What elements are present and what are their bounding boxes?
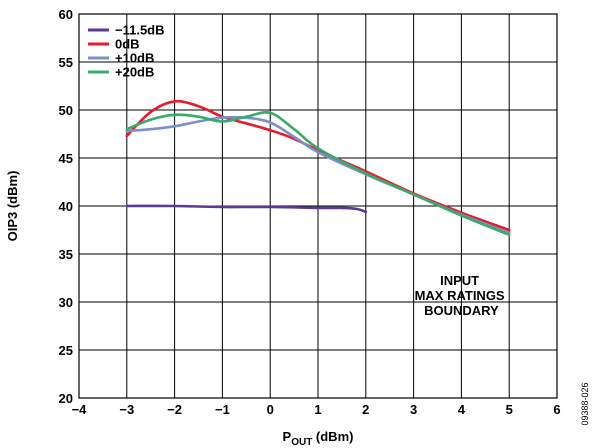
y-tick-label: 50 bbox=[59, 103, 73, 118]
x-tick-label: −2 bbox=[167, 402, 182, 417]
y-axis-title: OIP3 (dBm) bbox=[5, 171, 20, 242]
x-tick-label: −4 bbox=[72, 402, 88, 417]
x-tick-label: 5 bbox=[506, 402, 513, 417]
y-tick-label: 25 bbox=[59, 343, 73, 358]
plot-frame bbox=[78, 13, 558, 399]
y-tick-label: 60 bbox=[59, 7, 73, 22]
input-max-ratings-annotation: INPUT MAX RATINGS BOUNDARY bbox=[415, 273, 509, 318]
x-tick-label: −1 bbox=[215, 402, 230, 417]
y-tick-label: 30 bbox=[59, 295, 73, 310]
x-tick-label: 3 bbox=[410, 402, 417, 417]
x-tick-label: 2 bbox=[362, 402, 369, 417]
x-axis-title: POUT (dBm) bbox=[283, 429, 354, 448]
x-tick-label: 6 bbox=[553, 402, 560, 417]
x-tick-label: −3 bbox=[119, 402, 134, 417]
series-layer bbox=[125, 99, 511, 237]
x-tick-label: 1 bbox=[314, 402, 321, 417]
y-tick-label: 40 bbox=[59, 199, 73, 214]
y-tick-label: 35 bbox=[59, 247, 73, 262]
series-line-11-5db bbox=[125, 204, 368, 214]
legend-label: +20dB bbox=[115, 65, 154, 80]
y-tick-label: 55 bbox=[59, 55, 73, 70]
y-tick-label: 20 bbox=[59, 391, 73, 406]
y-tick-label: 45 bbox=[59, 151, 73, 166]
legend-label: 0dB bbox=[115, 37, 140, 52]
x-tick-label: 4 bbox=[458, 402, 466, 417]
series-line-20db bbox=[125, 111, 511, 237]
legend-label: −11.5dB bbox=[115, 23, 165, 38]
figure-id: 09388-026 bbox=[580, 382, 590, 425]
legend-label: +10dB bbox=[115, 51, 154, 66]
x-tick-label: 0 bbox=[267, 402, 274, 417]
